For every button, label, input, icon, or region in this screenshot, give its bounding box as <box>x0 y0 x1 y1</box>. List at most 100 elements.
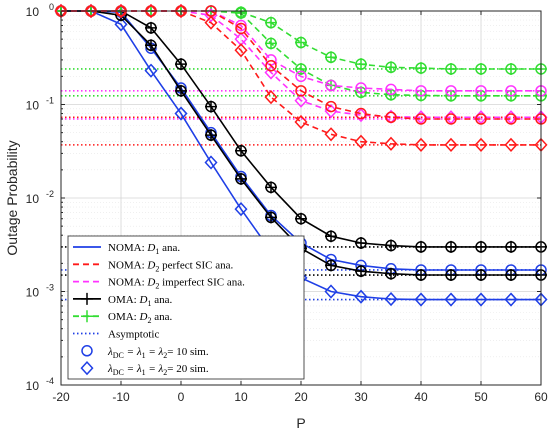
series-point <box>174 106 188 121</box>
series-point <box>205 100 217 113</box>
legend-label: λDC = λ1 = λ2= 10 sim. <box>107 346 209 360</box>
series-point <box>205 129 217 142</box>
legend-item: Asymptotic <box>73 329 159 341</box>
series-point <box>114 17 128 32</box>
series-point <box>445 113 457 125</box>
series-point <box>385 267 397 280</box>
series-point <box>384 136 398 151</box>
series-point <box>505 85 517 97</box>
series-point <box>415 269 427 282</box>
x-tick-label: -20 <box>52 390 70 404</box>
series-point <box>295 70 307 83</box>
series-point <box>385 239 397 252</box>
series-point <box>444 292 458 307</box>
series-point <box>384 291 398 307</box>
legend-item: NOMA: D2 perfect SIC ana. <box>73 259 234 273</box>
x-tick-label: -10 <box>112 390 130 404</box>
series-point <box>324 284 338 299</box>
series-point <box>355 82 367 94</box>
y-tick-label: 10 0 <box>26 2 54 19</box>
legend-box <box>67 235 305 380</box>
series-point <box>475 113 487 125</box>
legend-label: NOMA: D1 ana. <box>108 242 180 256</box>
x-tick-label: 40 <box>414 390 428 404</box>
series-point <box>355 237 367 250</box>
series-point <box>385 83 397 96</box>
x-tick-label: 60 <box>534 390 548 404</box>
series-point <box>474 292 488 307</box>
series-point <box>475 269 487 282</box>
legend-item: OMA: D1 ana. <box>73 292 172 308</box>
series-point <box>145 21 157 34</box>
series-point <box>265 181 277 194</box>
series-point <box>415 113 427 125</box>
series-point <box>84 3 98 19</box>
series-point <box>294 114 308 130</box>
series-point <box>475 85 487 97</box>
series-point <box>415 85 427 97</box>
x-tick-label: 50 <box>474 390 488 404</box>
legend-item: λDC = λ1 = λ2= 10 sim. <box>81 345 209 360</box>
x-tick-label: 20 <box>294 390 308 404</box>
y-tick-label: 10 -1 <box>26 96 54 113</box>
series-point <box>294 93 308 108</box>
series-point <box>204 155 218 170</box>
series-point <box>204 15 218 30</box>
y-tick-label: 10 -4 <box>26 376 54 393</box>
legend-label: λDC = λ1 = λ2= 20 sim. <box>107 363 209 377</box>
series-point <box>235 144 247 157</box>
series-point <box>354 289 368 304</box>
series-point <box>355 107 367 120</box>
series-point <box>295 36 307 49</box>
series-point <box>265 16 277 29</box>
legend-label: OMA: D2 ana. <box>108 311 172 325</box>
series-point <box>324 127 338 142</box>
series-point <box>355 58 367 71</box>
legend-label: Asymptotic <box>108 329 159 341</box>
series-point <box>235 19 247 32</box>
legend-marker <box>81 310 93 323</box>
series-point <box>234 43 248 58</box>
series-point <box>264 89 278 105</box>
series-point <box>505 113 517 125</box>
series-point <box>234 202 248 217</box>
series-point <box>295 212 307 225</box>
legend-item: NOMA: D1 ana. <box>73 242 180 256</box>
series-point <box>414 137 428 152</box>
legend-item: λDC = λ1 = λ2= 20 sim. <box>80 360 209 377</box>
x-tick-label: 0 <box>178 390 185 404</box>
series-point <box>445 240 457 253</box>
series-point <box>174 3 188 19</box>
series-point <box>144 3 158 19</box>
series-point <box>325 79 337 92</box>
series-point <box>505 240 517 253</box>
series-point <box>505 62 517 75</box>
series-point <box>504 292 518 307</box>
series-point <box>445 269 457 282</box>
x-tick-label: 10 <box>234 390 248 404</box>
series-point <box>385 61 397 74</box>
legend-item: OMA: D2 ana. <box>73 310 172 325</box>
series-point <box>235 22 247 35</box>
series-point <box>415 240 427 253</box>
legend-label: NOMA: D2 perfect SIC ana. <box>108 259 234 273</box>
series-point <box>444 137 458 152</box>
series-point <box>144 63 158 78</box>
series-point <box>475 240 487 253</box>
series-point <box>295 62 307 75</box>
series-point <box>175 58 187 71</box>
series-point <box>295 85 307 97</box>
series-point <box>325 51 337 64</box>
series-point <box>474 137 488 152</box>
x-tick-label: 30 <box>354 390 368 404</box>
series-point <box>265 37 277 50</box>
series-point <box>414 292 428 307</box>
series-point <box>175 84 187 97</box>
series-point <box>265 211 277 224</box>
legend-marker <box>81 292 93 305</box>
legend-item: NOMA: D2 imperfect SIC ana. <box>73 277 245 291</box>
series-point <box>445 62 457 75</box>
series-point <box>355 265 367 278</box>
y-axis-label: Outage Probability <box>4 140 20 255</box>
